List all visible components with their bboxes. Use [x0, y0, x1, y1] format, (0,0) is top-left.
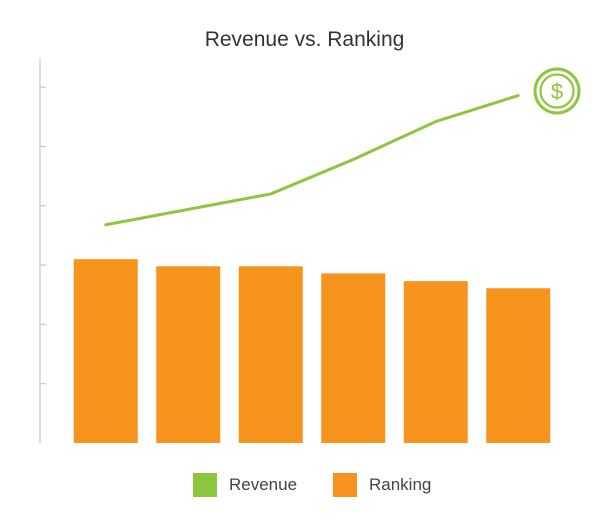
svg-text:$: $ — [551, 79, 563, 104]
legend-item-ranking: Ranking — [333, 472, 431, 498]
bar-ranking-6 — [486, 288, 551, 443]
bar-ranking-1 — [73, 259, 138, 443]
bar-ranking-3 — [238, 266, 303, 443]
bar-ranking-5 — [403, 281, 468, 443]
legend-swatch-revenue — [193, 473, 217, 497]
line-revenue — [104, 94, 520, 227]
chart-title: Revenue vs. Ranking — [204, 28, 405, 51]
legend-label-revenue: Revenue — [229, 475, 298, 494]
bar-ranking-2 — [156, 266, 221, 443]
dollar-circle-icon: $ — [533, 67, 581, 115]
legend-swatch-ranking — [333, 473, 357, 497]
legend-label-ranking: Ranking — [369, 475, 432, 494]
bar-ranking-4 — [321, 273, 386, 443]
legend-item-revenue: Revenue — [193, 472, 297, 498]
